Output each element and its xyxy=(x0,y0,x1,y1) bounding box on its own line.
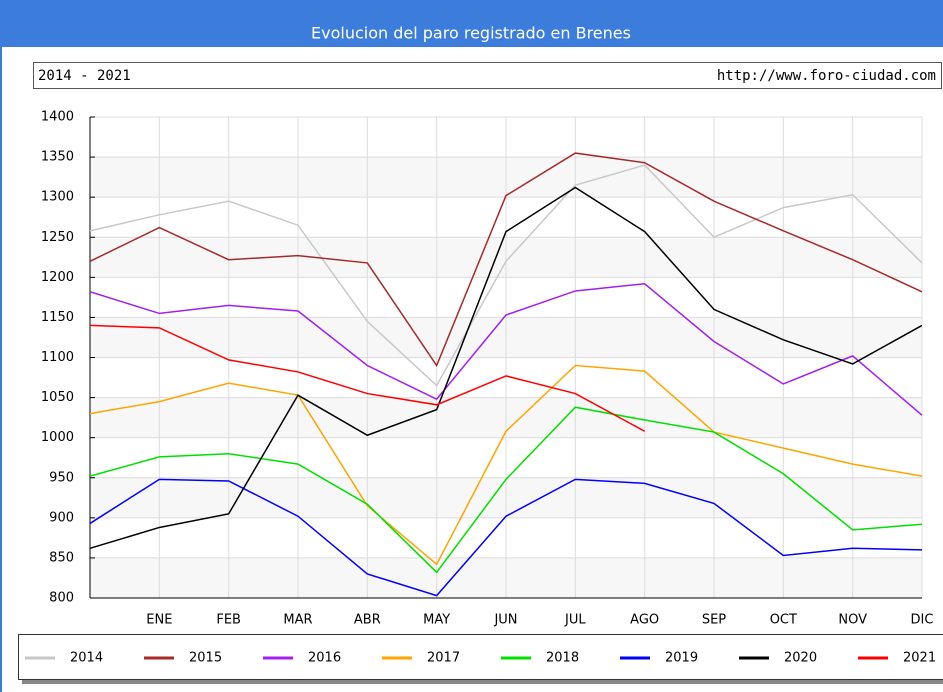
left-border xyxy=(0,47,2,692)
series-line xyxy=(89,324,646,432)
x-tick-label: JUN xyxy=(493,613,517,628)
y-tick-label: 1100 xyxy=(41,350,74,365)
legend-label: 2021 xyxy=(903,651,936,666)
subtitle: 2014 - 2021 xyxy=(38,68,131,84)
x-tick-label: MAR xyxy=(283,613,312,628)
subtitle-box xyxy=(33,62,942,89)
y-tick-label: 800 xyxy=(49,591,74,606)
legend-label: 2015 xyxy=(189,651,222,666)
legend-label: 2020 xyxy=(784,651,817,666)
title-bar xyxy=(0,0,943,47)
x-tick-label: OCT xyxy=(770,613,797,628)
x-tick-label: AGO xyxy=(630,613,659,628)
x-tick-label: FEB xyxy=(216,613,241,628)
x-tick-label: SEP xyxy=(702,613,726,628)
y-tick-label: 850 xyxy=(49,550,74,565)
series-line xyxy=(89,406,923,574)
series-line xyxy=(89,364,923,566)
x-tick-label: JUL xyxy=(564,613,586,628)
y-tick-label: 1000 xyxy=(41,430,74,445)
series-line xyxy=(89,186,923,550)
series-line xyxy=(89,164,923,387)
x-tick-label: DIC xyxy=(911,613,934,628)
series-line xyxy=(89,152,923,368)
y-tick-label: 1300 xyxy=(41,190,74,205)
y-tick-label: 1200 xyxy=(41,270,74,285)
y-tick-label: 1400 xyxy=(41,110,74,125)
y-tick-label: 1050 xyxy=(41,390,74,405)
legend-label: 2018 xyxy=(546,651,579,666)
series-line xyxy=(89,282,923,416)
series-line xyxy=(89,478,923,597)
x-tick-label: MAY xyxy=(423,613,450,628)
y-tick-label: 950 xyxy=(49,470,74,485)
x-tick-label: NOV xyxy=(838,613,867,628)
chart-title: Evolucion del paro registrado en Brenes xyxy=(311,24,631,43)
source: http://www.foro-ciudad.com xyxy=(717,68,936,84)
x-tick-label: ENE xyxy=(146,613,172,628)
legend-label: 2016 xyxy=(308,651,341,666)
legend-label: 2014 xyxy=(70,651,103,666)
y-tick-label: 1250 xyxy=(41,230,74,245)
y-tick-label: 1150 xyxy=(41,310,74,325)
legend-label: 2017 xyxy=(427,651,460,666)
x-tick-label: ABR xyxy=(354,613,381,628)
legend-label: 2019 xyxy=(665,651,698,666)
y-tick-label: 1350 xyxy=(41,150,74,165)
y-tick-label: 900 xyxy=(49,510,74,525)
